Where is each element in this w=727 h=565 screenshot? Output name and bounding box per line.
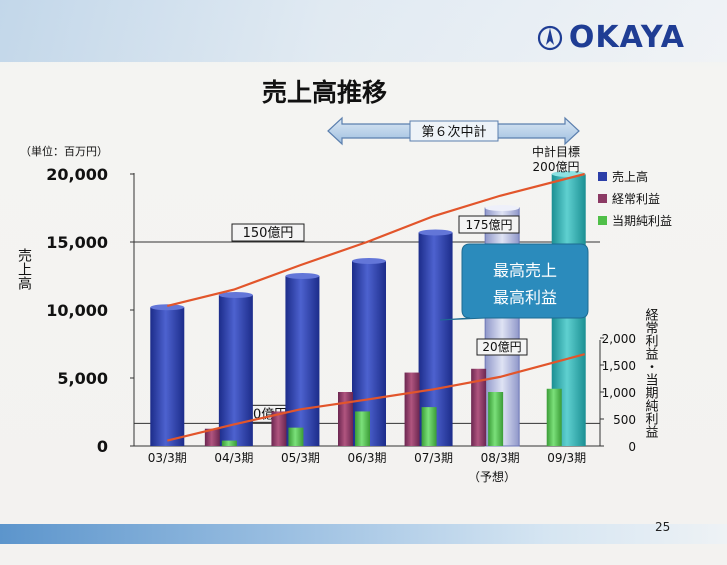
page-number: 25	[655, 520, 671, 534]
sales-trend-line	[167, 172, 585, 307]
right-tick-label: 0	[628, 440, 636, 454]
legend-swatch	[598, 216, 607, 225]
target-line2: 200億円	[533, 160, 580, 174]
label-20: 20億円	[482, 340, 521, 354]
left-tick-label: 20,000	[46, 165, 108, 184]
left-tick-label: 0	[97, 437, 108, 456]
callout-line2: 最高利益	[493, 288, 557, 307]
sales-bar-cap	[218, 292, 253, 299]
category-label: 07/3期	[414, 451, 453, 465]
category-label: 04/3期	[214, 451, 253, 465]
sales-bar	[285, 276, 320, 446]
sales-bar-cap	[150, 304, 185, 311]
label-175-box	[458, 215, 520, 234]
category-labels: 03/3期 04/3期 05/3期 06/3期 07/3期 08/3期 09/3期	[148, 451, 586, 465]
right-tick-label: 1,500	[602, 359, 636, 373]
legend-label: 当期純利益	[612, 214, 672, 228]
reference-label-box	[231, 223, 305, 242]
label-175: 175億円	[466, 218, 513, 232]
forecast-note: （予想）	[468, 469, 516, 484]
net-income-bar	[488, 392, 504, 446]
sales-bar-cap	[418, 229, 453, 236]
net-income-bar	[546, 388, 562, 446]
left-tick-label: 15,000	[46, 233, 108, 252]
ordinary-profit-bar	[204, 428, 220, 446]
category-label: 03/3期	[148, 451, 187, 465]
right-axis-label: 経常利益・当期純利益	[643, 308, 659, 438]
callout-line1: 最高売上	[493, 261, 557, 280]
ordinary-profit-bar	[271, 411, 287, 446]
trend-lines	[167, 172, 585, 442]
legend-label: 売上高	[612, 169, 648, 184]
plan-label-box	[409, 120, 499, 142]
left-axis-unit: （単位：百万円）	[20, 144, 108, 158]
sales-bar-cap	[352, 258, 386, 265]
left-tick-label: 5,000	[57, 369, 108, 388]
left-axis-label: 売上高	[16, 248, 32, 290]
ordinary-profit-bar	[471, 368, 487, 446]
net-income-bar	[221, 440, 237, 446]
sales-bar	[150, 307, 185, 446]
net-income-bar	[421, 407, 437, 446]
right-tick-label: 500	[613, 413, 636, 427]
target-line1: 中計目標	[532, 144, 580, 159]
right-tick-label: 1,000	[602, 386, 636, 400]
label-20-box	[476, 338, 528, 356]
left-tick-label: 10,000	[46, 301, 108, 320]
callout-bubble	[439, 243, 589, 321]
category-label: 08/3期	[481, 451, 520, 465]
page-title: 売上高推移	[262, 78, 388, 107]
profit-trend-line	[167, 353, 585, 442]
header-band	[0, 0, 727, 62]
sales-bar-cap	[285, 273, 320, 279]
okaya-logo-icon	[537, 25, 562, 50]
net-income-bar	[288, 427, 304, 446]
category-label: 05/3期	[281, 451, 320, 465]
reference-label: 150億円	[243, 225, 294, 241]
right-axis-ticks: 0 500 1,000 1,500 2,000	[600, 332, 636, 454]
logo-text: OKAYA	[568, 20, 685, 55]
legend-swatch	[598, 172, 607, 181]
net-income-bar	[355, 411, 370, 446]
okaya-logo: OKAYA	[537, 20, 685, 55]
category-label: 09/3期	[547, 451, 586, 465]
ordinary-profit-bar	[404, 372, 420, 446]
ordinary-profit-bar	[338, 392, 353, 446]
sales-bar-cap	[485, 205, 520, 211]
left-axis-ticks: 0 5,000 10,000 15,000 20,000	[46, 165, 134, 456]
legend-label: 経常利益	[612, 192, 660, 206]
footer-band	[0, 524, 727, 544]
category-label: 06/3期	[348, 451, 387, 465]
legend-swatch	[598, 194, 607, 203]
plan-label: 第６次中計	[421, 124, 486, 140]
right-tick-label: 2,000	[602, 332, 636, 346]
